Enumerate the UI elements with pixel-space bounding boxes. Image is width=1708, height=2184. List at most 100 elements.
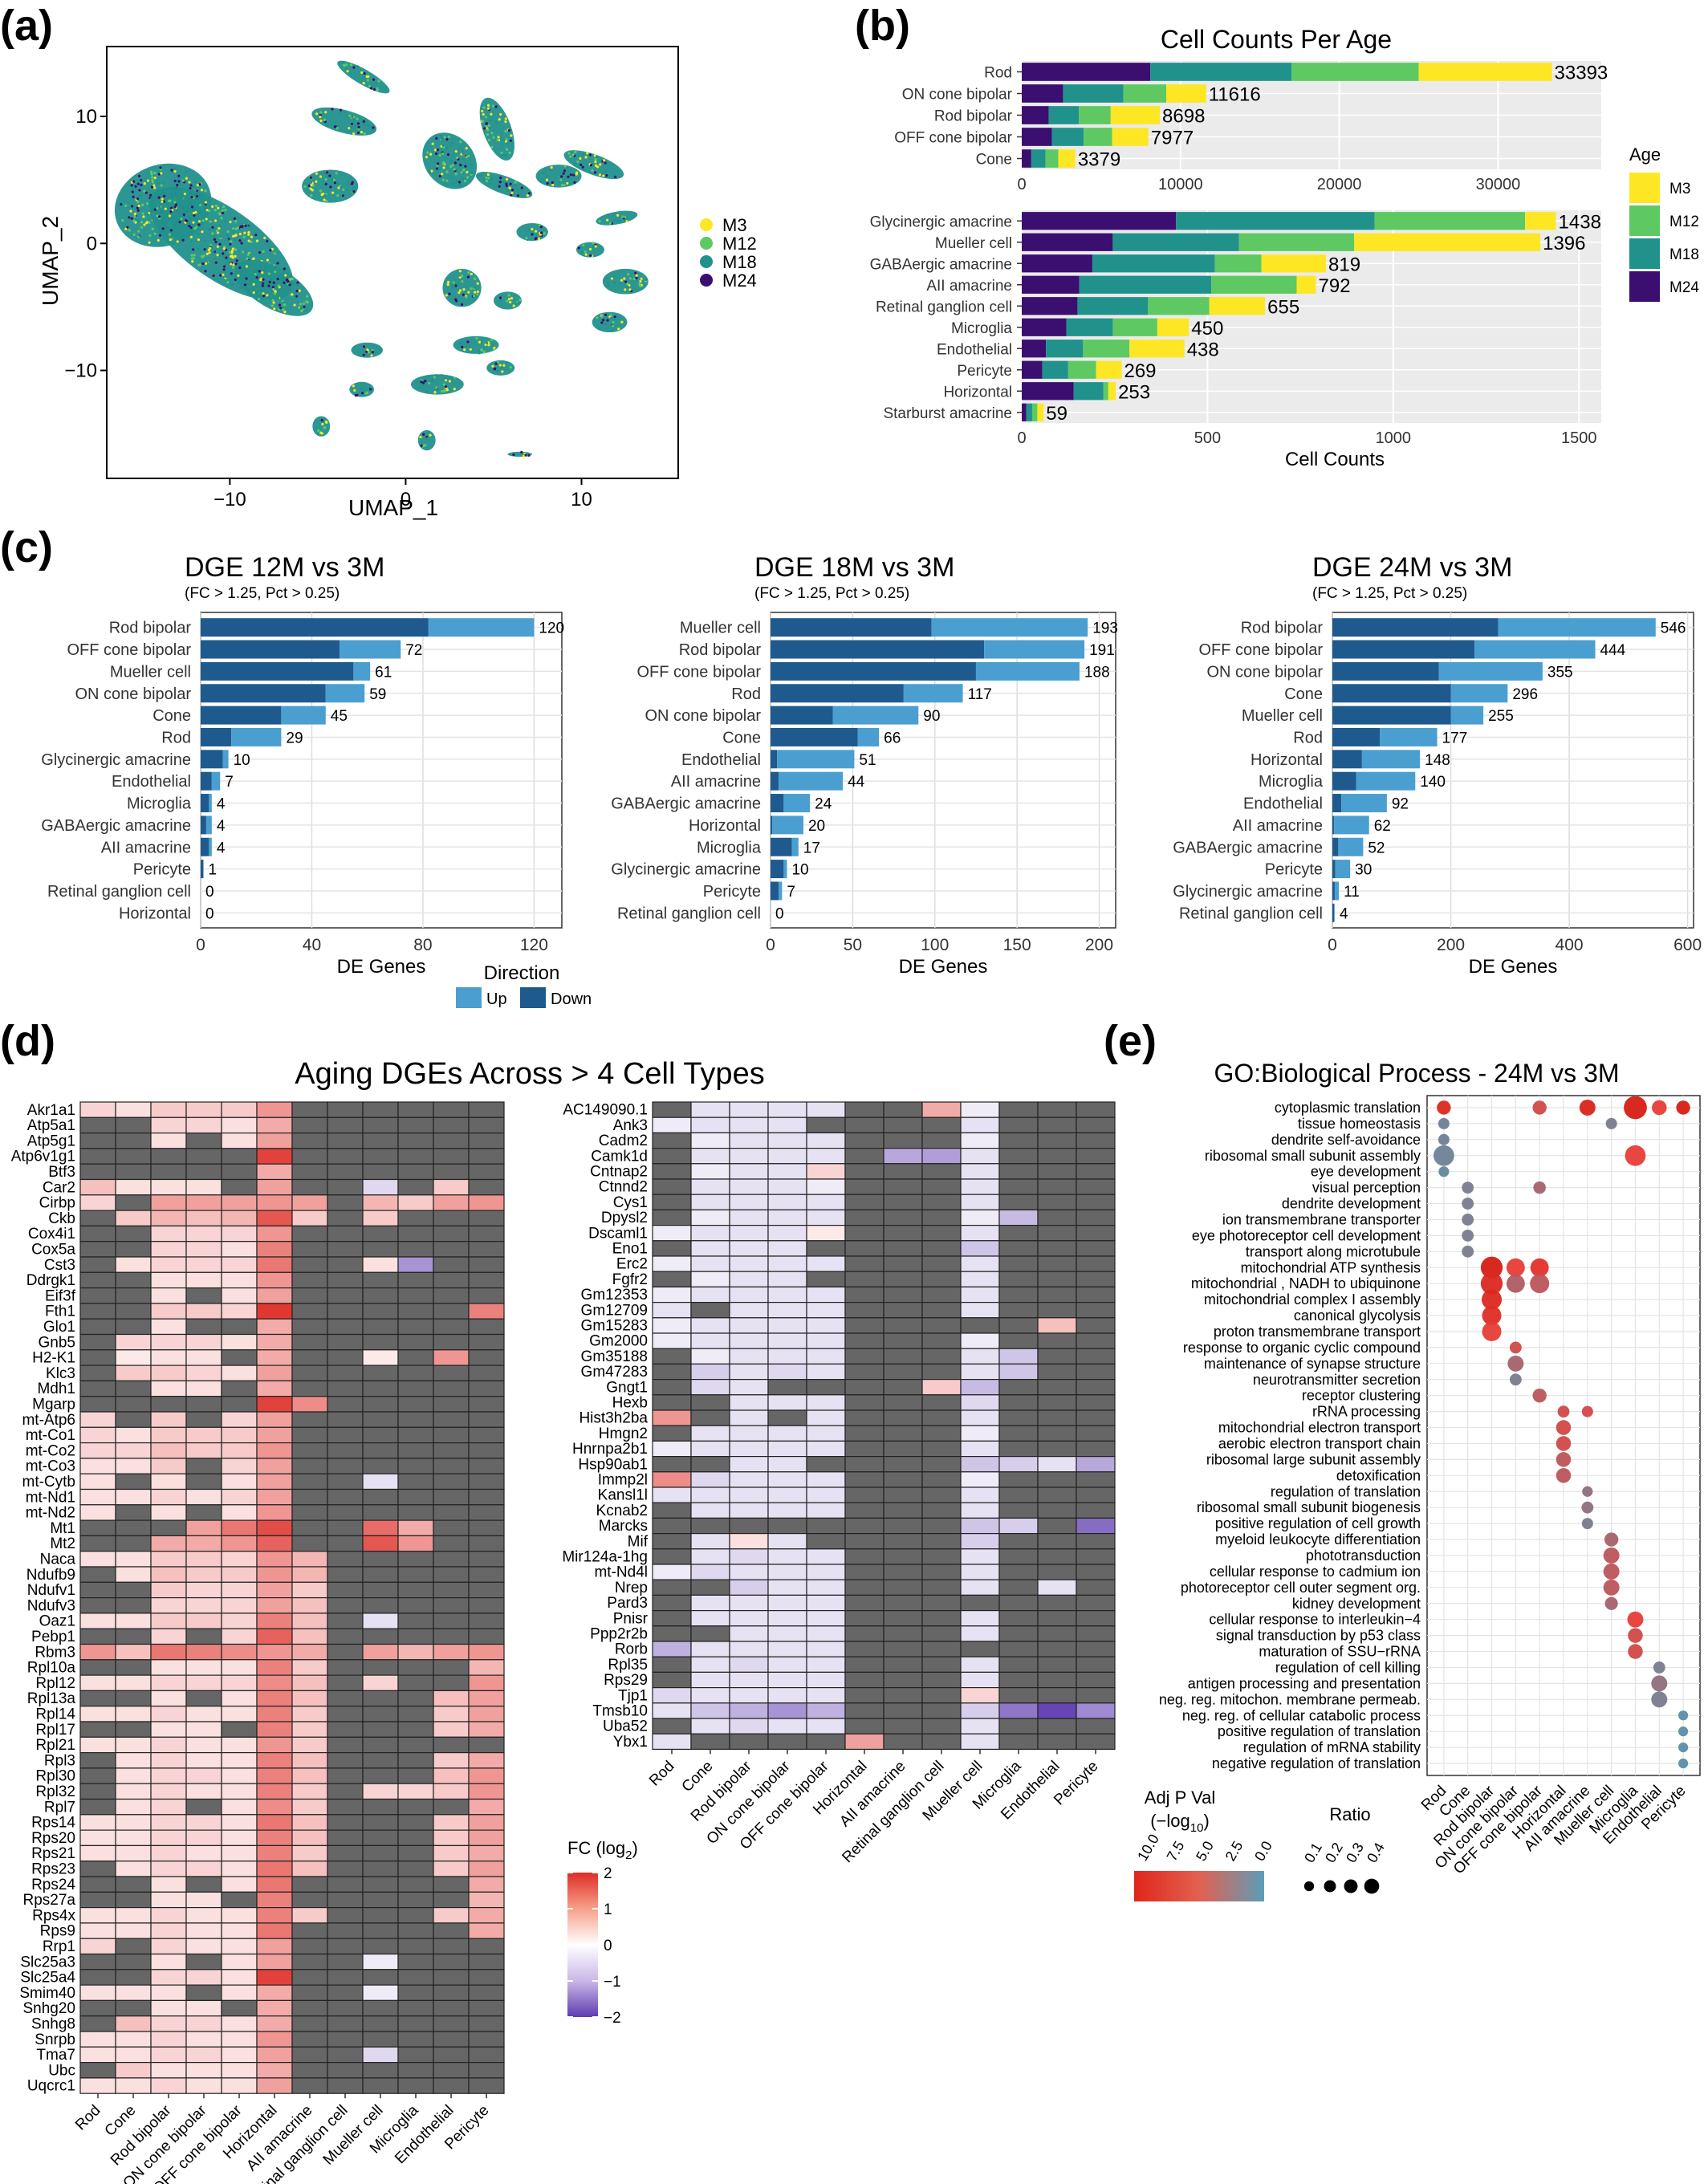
heatmap-cell: [397, 1303, 434, 1320]
umap-point: [310, 184, 313, 187]
heatmap-cell: [960, 1425, 1000, 1442]
heatmap-cell: [221, 1271, 258, 1289]
umap-point: [243, 283, 247, 287]
umap-point: [469, 157, 472, 160]
heatmap-cell: [327, 1581, 364, 1599]
heatmap-cell: [362, 1628, 399, 1645]
heatmap-cell: [767, 1564, 807, 1580]
heatmap-cell: [397, 1798, 434, 1816]
heatmap-cell: [327, 1861, 364, 1877]
heatmap-cell: [468, 1566, 505, 1583]
heatmap-cell: [883, 1564, 923, 1580]
bar-segment-m18: [1092, 254, 1215, 273]
gene-label: Mif: [628, 1533, 649, 1550]
heatmap-cell: [79, 1318, 116, 1336]
bar-segment-m3: [1112, 128, 1149, 146]
heatmap-cell: [79, 1241, 116, 1258]
x-axis-label: DE Genes: [1469, 956, 1558, 978]
umap-point: [594, 245, 597, 248]
heatmap-cell: [185, 2062, 222, 2079]
umap-point: [242, 266, 246, 270]
category-label: AII amacrine: [101, 839, 191, 856]
umap-point: [367, 75, 370, 78]
umap-point: [355, 124, 358, 127]
heatmap-cell: [433, 1333, 470, 1351]
heatmap-cell: [115, 1396, 152, 1413]
umap-point: [428, 381, 431, 385]
heatmap-cell: [150, 1752, 187, 1769]
heatmap-cell: [433, 2062, 470, 2079]
heatmap-cell: [960, 1224, 1000, 1242]
heatmap-cell: [767, 1378, 807, 1396]
heatmap-cell: [468, 1194, 505, 1211]
heatmap-cell: [433, 1861, 470, 1877]
category-label: OFF cone bipolar: [1198, 641, 1323, 659]
umap-point: [140, 183, 143, 187]
heatmap-cell: [79, 2062, 116, 2079]
heatmap-cell: [115, 1566, 152, 1583]
heatmap-cell: [960, 1487, 1000, 1503]
heatmap-cell: [998, 1240, 1039, 1257]
bar-total-label: 0: [205, 905, 214, 922]
heatmap-cell: [433, 1891, 470, 1909]
heatmap-cell: [921, 1394, 962, 1411]
umap-point: [443, 136, 446, 139]
go-dot: [1581, 1501, 1594, 1514]
umap-point: [430, 380, 434, 383]
gene-label: Kansl1l: [598, 1487, 648, 1504]
umap-point: [486, 132, 490, 136]
umap-point: [255, 276, 258, 279]
go-dot: [1437, 1100, 1451, 1115]
go-legends: Adj P Val(−log10)10.0 7.5 5.0 2.5 0.0Ratio0.…: [1134, 1787, 1388, 1901]
umap-point: [306, 301, 309, 304]
umap-point: [177, 180, 181, 183]
heatmap-cell: [397, 1241, 434, 1258]
heatmap-cell: [327, 1380, 364, 1397]
heatmap-cell: [79, 1596, 116, 1614]
colorbar-tick-label: −2: [604, 2010, 621, 2027]
umap-point: [482, 351, 486, 354]
heatmap-cell: [115, 1256, 152, 1273]
heatmap-cell: [806, 1733, 846, 1750]
umap-frame: [106, 46, 679, 479]
bar-up: [779, 771, 844, 791]
go-term-label: neg. reg. mitochon. membrane permeab.: [1159, 1691, 1421, 1707]
umap-point: [288, 283, 291, 287]
heatmap-cell: [806, 1641, 846, 1657]
heatmap-cell: [468, 1659, 505, 1676]
heatmap-cell: [998, 1209, 1039, 1226]
bar-down: [201, 706, 282, 725]
umap-point: [189, 239, 193, 242]
heatmap-cell: [115, 1271, 152, 1289]
heatmap-cell: [433, 1783, 470, 1800]
heatmap-cell: [362, 1396, 399, 1413]
umap-point: [349, 63, 353, 67]
bar-down: [771, 618, 932, 637]
heatmap-cell: [150, 1194, 187, 1211]
heatmap-cell: [998, 1702, 1039, 1719]
heatmap-cell: [221, 1829, 258, 1847]
category-label: Pericyte: [703, 883, 761, 901]
heatmap-cell: [468, 1596, 505, 1614]
umap-cluster: [351, 342, 383, 358]
heatmap-cell: [362, 1241, 399, 1258]
heatmap-cell: [998, 1687, 1039, 1704]
heatmap-cell: [690, 1425, 730, 1442]
heatmap-cell: [806, 1687, 846, 1704]
umap-point: [624, 280, 628, 283]
heatmap-cell: [921, 1101, 962, 1118]
umap-point: [486, 104, 490, 107]
heatmap-cell: [256, 1783, 293, 1800]
heatmap-cell: [844, 1301, 885, 1319]
umap-cluster: [312, 416, 331, 437]
umap-point: [268, 280, 271, 284]
umap-point: [602, 159, 606, 162]
heatmap-cell: [150, 1210, 187, 1226]
umap-point: [181, 179, 185, 182]
heatmap-cell: [221, 1706, 258, 1722]
umap-point: [226, 281, 230, 284]
heatmap-cell: [468, 1829, 505, 1847]
heatmap-cell: [291, 1891, 328, 1909]
umap-point: [238, 239, 242, 242]
umap-point: [135, 218, 139, 222]
